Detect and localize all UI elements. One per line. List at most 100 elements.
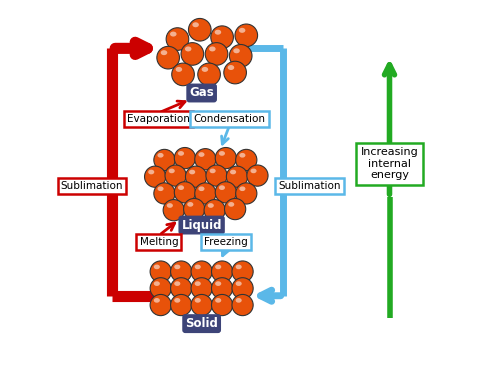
Ellipse shape: [174, 281, 180, 286]
Ellipse shape: [150, 278, 172, 299]
Ellipse shape: [154, 149, 175, 170]
Ellipse shape: [194, 281, 201, 286]
Ellipse shape: [148, 170, 154, 174]
Ellipse shape: [211, 26, 234, 48]
Ellipse shape: [158, 153, 164, 158]
Ellipse shape: [224, 198, 246, 219]
Ellipse shape: [247, 165, 268, 186]
Ellipse shape: [166, 28, 189, 50]
Ellipse shape: [209, 46, 216, 51]
Ellipse shape: [250, 169, 256, 173]
Ellipse shape: [172, 63, 194, 86]
Ellipse shape: [157, 46, 180, 69]
Ellipse shape: [170, 295, 192, 315]
Ellipse shape: [236, 264, 242, 269]
Ellipse shape: [206, 165, 227, 186]
Ellipse shape: [167, 203, 173, 208]
Ellipse shape: [191, 295, 212, 315]
Ellipse shape: [187, 202, 194, 207]
Ellipse shape: [228, 202, 234, 207]
Text: Freezing: Freezing: [204, 237, 248, 247]
Ellipse shape: [191, 278, 212, 299]
Ellipse shape: [226, 166, 248, 187]
Ellipse shape: [185, 46, 192, 51]
Ellipse shape: [194, 298, 201, 303]
Ellipse shape: [160, 50, 168, 55]
Ellipse shape: [192, 22, 199, 27]
Ellipse shape: [158, 186, 164, 191]
Ellipse shape: [154, 298, 160, 303]
Ellipse shape: [232, 261, 253, 282]
Ellipse shape: [150, 261, 172, 282]
Ellipse shape: [232, 295, 253, 315]
Text: Sublimation: Sublimation: [60, 181, 123, 191]
Ellipse shape: [174, 264, 180, 269]
Text: Increasing
internal
energy: Increasing internal energy: [360, 147, 418, 180]
Ellipse shape: [235, 24, 258, 46]
Ellipse shape: [194, 264, 201, 269]
Ellipse shape: [230, 170, 236, 174]
Ellipse shape: [195, 183, 216, 204]
Ellipse shape: [228, 65, 234, 70]
Ellipse shape: [154, 264, 160, 269]
Text: Melting: Melting: [140, 237, 178, 247]
Ellipse shape: [204, 199, 226, 221]
Ellipse shape: [205, 43, 228, 65]
Ellipse shape: [170, 32, 176, 36]
Ellipse shape: [212, 295, 233, 315]
Ellipse shape: [208, 203, 214, 208]
Ellipse shape: [236, 281, 242, 286]
Ellipse shape: [170, 261, 192, 282]
Ellipse shape: [215, 147, 236, 169]
Ellipse shape: [154, 281, 160, 286]
Ellipse shape: [170, 278, 192, 299]
Ellipse shape: [191, 261, 212, 282]
Ellipse shape: [232, 278, 253, 299]
Ellipse shape: [195, 148, 216, 170]
Ellipse shape: [150, 295, 172, 315]
Ellipse shape: [184, 198, 205, 219]
Ellipse shape: [210, 169, 216, 173]
Text: Liquid: Liquid: [182, 219, 222, 231]
Text: Solid: Solid: [185, 317, 218, 330]
Ellipse shape: [236, 298, 242, 303]
Ellipse shape: [144, 166, 166, 187]
Ellipse shape: [215, 298, 222, 303]
Ellipse shape: [236, 183, 257, 204]
Text: Condensation: Condensation: [194, 114, 266, 124]
Ellipse shape: [215, 264, 222, 269]
Ellipse shape: [234, 48, 240, 53]
Ellipse shape: [165, 165, 186, 186]
Ellipse shape: [215, 281, 222, 286]
Ellipse shape: [178, 151, 184, 156]
Ellipse shape: [174, 147, 196, 169]
Ellipse shape: [224, 61, 246, 84]
Ellipse shape: [212, 261, 233, 282]
Ellipse shape: [239, 28, 246, 33]
Ellipse shape: [219, 151, 225, 156]
Ellipse shape: [189, 170, 195, 174]
Ellipse shape: [214, 30, 221, 35]
Ellipse shape: [198, 63, 220, 86]
Ellipse shape: [186, 166, 206, 187]
Ellipse shape: [181, 43, 204, 65]
Ellipse shape: [174, 298, 180, 303]
Ellipse shape: [230, 45, 252, 67]
Ellipse shape: [198, 186, 204, 191]
Text: Evaporation: Evaporation: [128, 114, 190, 124]
Ellipse shape: [219, 185, 225, 190]
Ellipse shape: [163, 199, 184, 221]
Text: Sublimation: Sublimation: [278, 181, 341, 191]
Text: Gas: Gas: [190, 87, 214, 99]
Ellipse shape: [236, 149, 257, 170]
Ellipse shape: [212, 278, 233, 299]
Ellipse shape: [215, 182, 236, 203]
Ellipse shape: [154, 183, 175, 204]
Ellipse shape: [188, 19, 211, 41]
Ellipse shape: [168, 169, 175, 173]
Ellipse shape: [176, 67, 182, 72]
Ellipse shape: [240, 153, 246, 158]
Ellipse shape: [198, 152, 204, 157]
Ellipse shape: [240, 186, 246, 191]
Ellipse shape: [202, 67, 208, 72]
